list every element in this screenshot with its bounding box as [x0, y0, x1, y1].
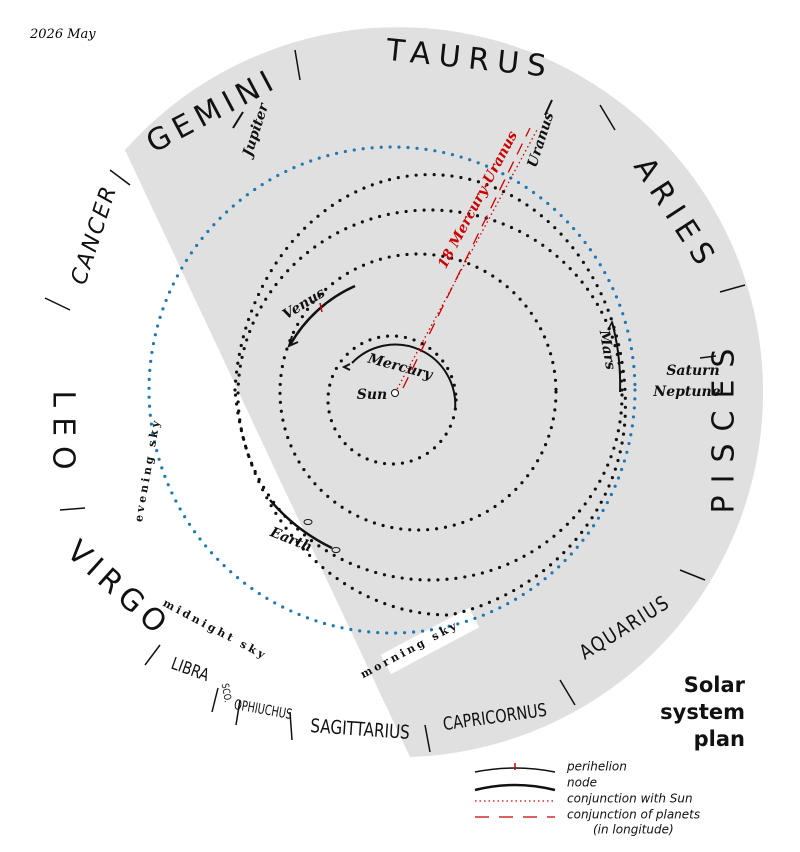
constellation: LIBRA: [168, 653, 212, 685]
legend-label: node: [567, 776, 597, 790]
title-line: plan: [694, 727, 745, 751]
venus-orbit: [278, 252, 558, 532]
constellation: VIRGO: [60, 534, 178, 645]
earth-node: [331, 547, 341, 553]
sky-region: evening sky: [132, 417, 163, 523]
legend-label: conjunction with Sun: [567, 792, 693, 806]
planet-conjunction-line: [402, 127, 531, 389]
legend-label: perihelion: [566, 760, 627, 774]
venus-perihelion: [319, 302, 323, 313]
zodiac-dividers: [44, 49, 746, 753]
constellation: SCO.: [218, 683, 232, 704]
mercury-arc: [351, 343, 457, 411]
sun: [391, 389, 399, 397]
mars-arrow: [607, 320, 616, 332]
daylight-sector: [125, 27, 764, 757]
earth-orbit: [236, 208, 624, 582]
earth-arc: [269, 499, 333, 550]
saturn-mark: [699, 355, 717, 359]
jupiter-orbit: [147, 145, 637, 635]
date: 2026 May: [29, 27, 96, 42]
title-line: system: [660, 700, 745, 724]
body-label: Neptune: [652, 384, 720, 400]
title-line: Solar: [684, 673, 746, 697]
sky-region: midnight sky: [161, 596, 270, 662]
morning-strip: [380, 607, 480, 675]
constellation: LEO: [46, 390, 81, 479]
earth-node: [303, 519, 313, 525]
legend-label: (in longitude): [593, 823, 674, 837]
jupiter-mark: [232, 111, 244, 129]
body-label: Mars: [595, 328, 618, 371]
mars-orbit: [233, 172, 628, 617]
legend-label: conjunction of planets: [567, 808, 700, 822]
legend-node-line: [474, 783, 556, 792]
constellation: OPHIUCHUS: [233, 696, 294, 722]
body-label: Sun: [357, 387, 387, 403]
uranus-mark: [544, 99, 553, 116]
venus-arc: [288, 284, 356, 346]
constellation: CANCER: [67, 182, 123, 288]
venus-arrow: [287, 335, 299, 348]
constellation: PISCES: [707, 337, 742, 514]
sun-conjunction-line: [394, 127, 539, 394]
mercury-arrow: [341, 363, 351, 371]
body-label: Saturn: [666, 363, 719, 379]
